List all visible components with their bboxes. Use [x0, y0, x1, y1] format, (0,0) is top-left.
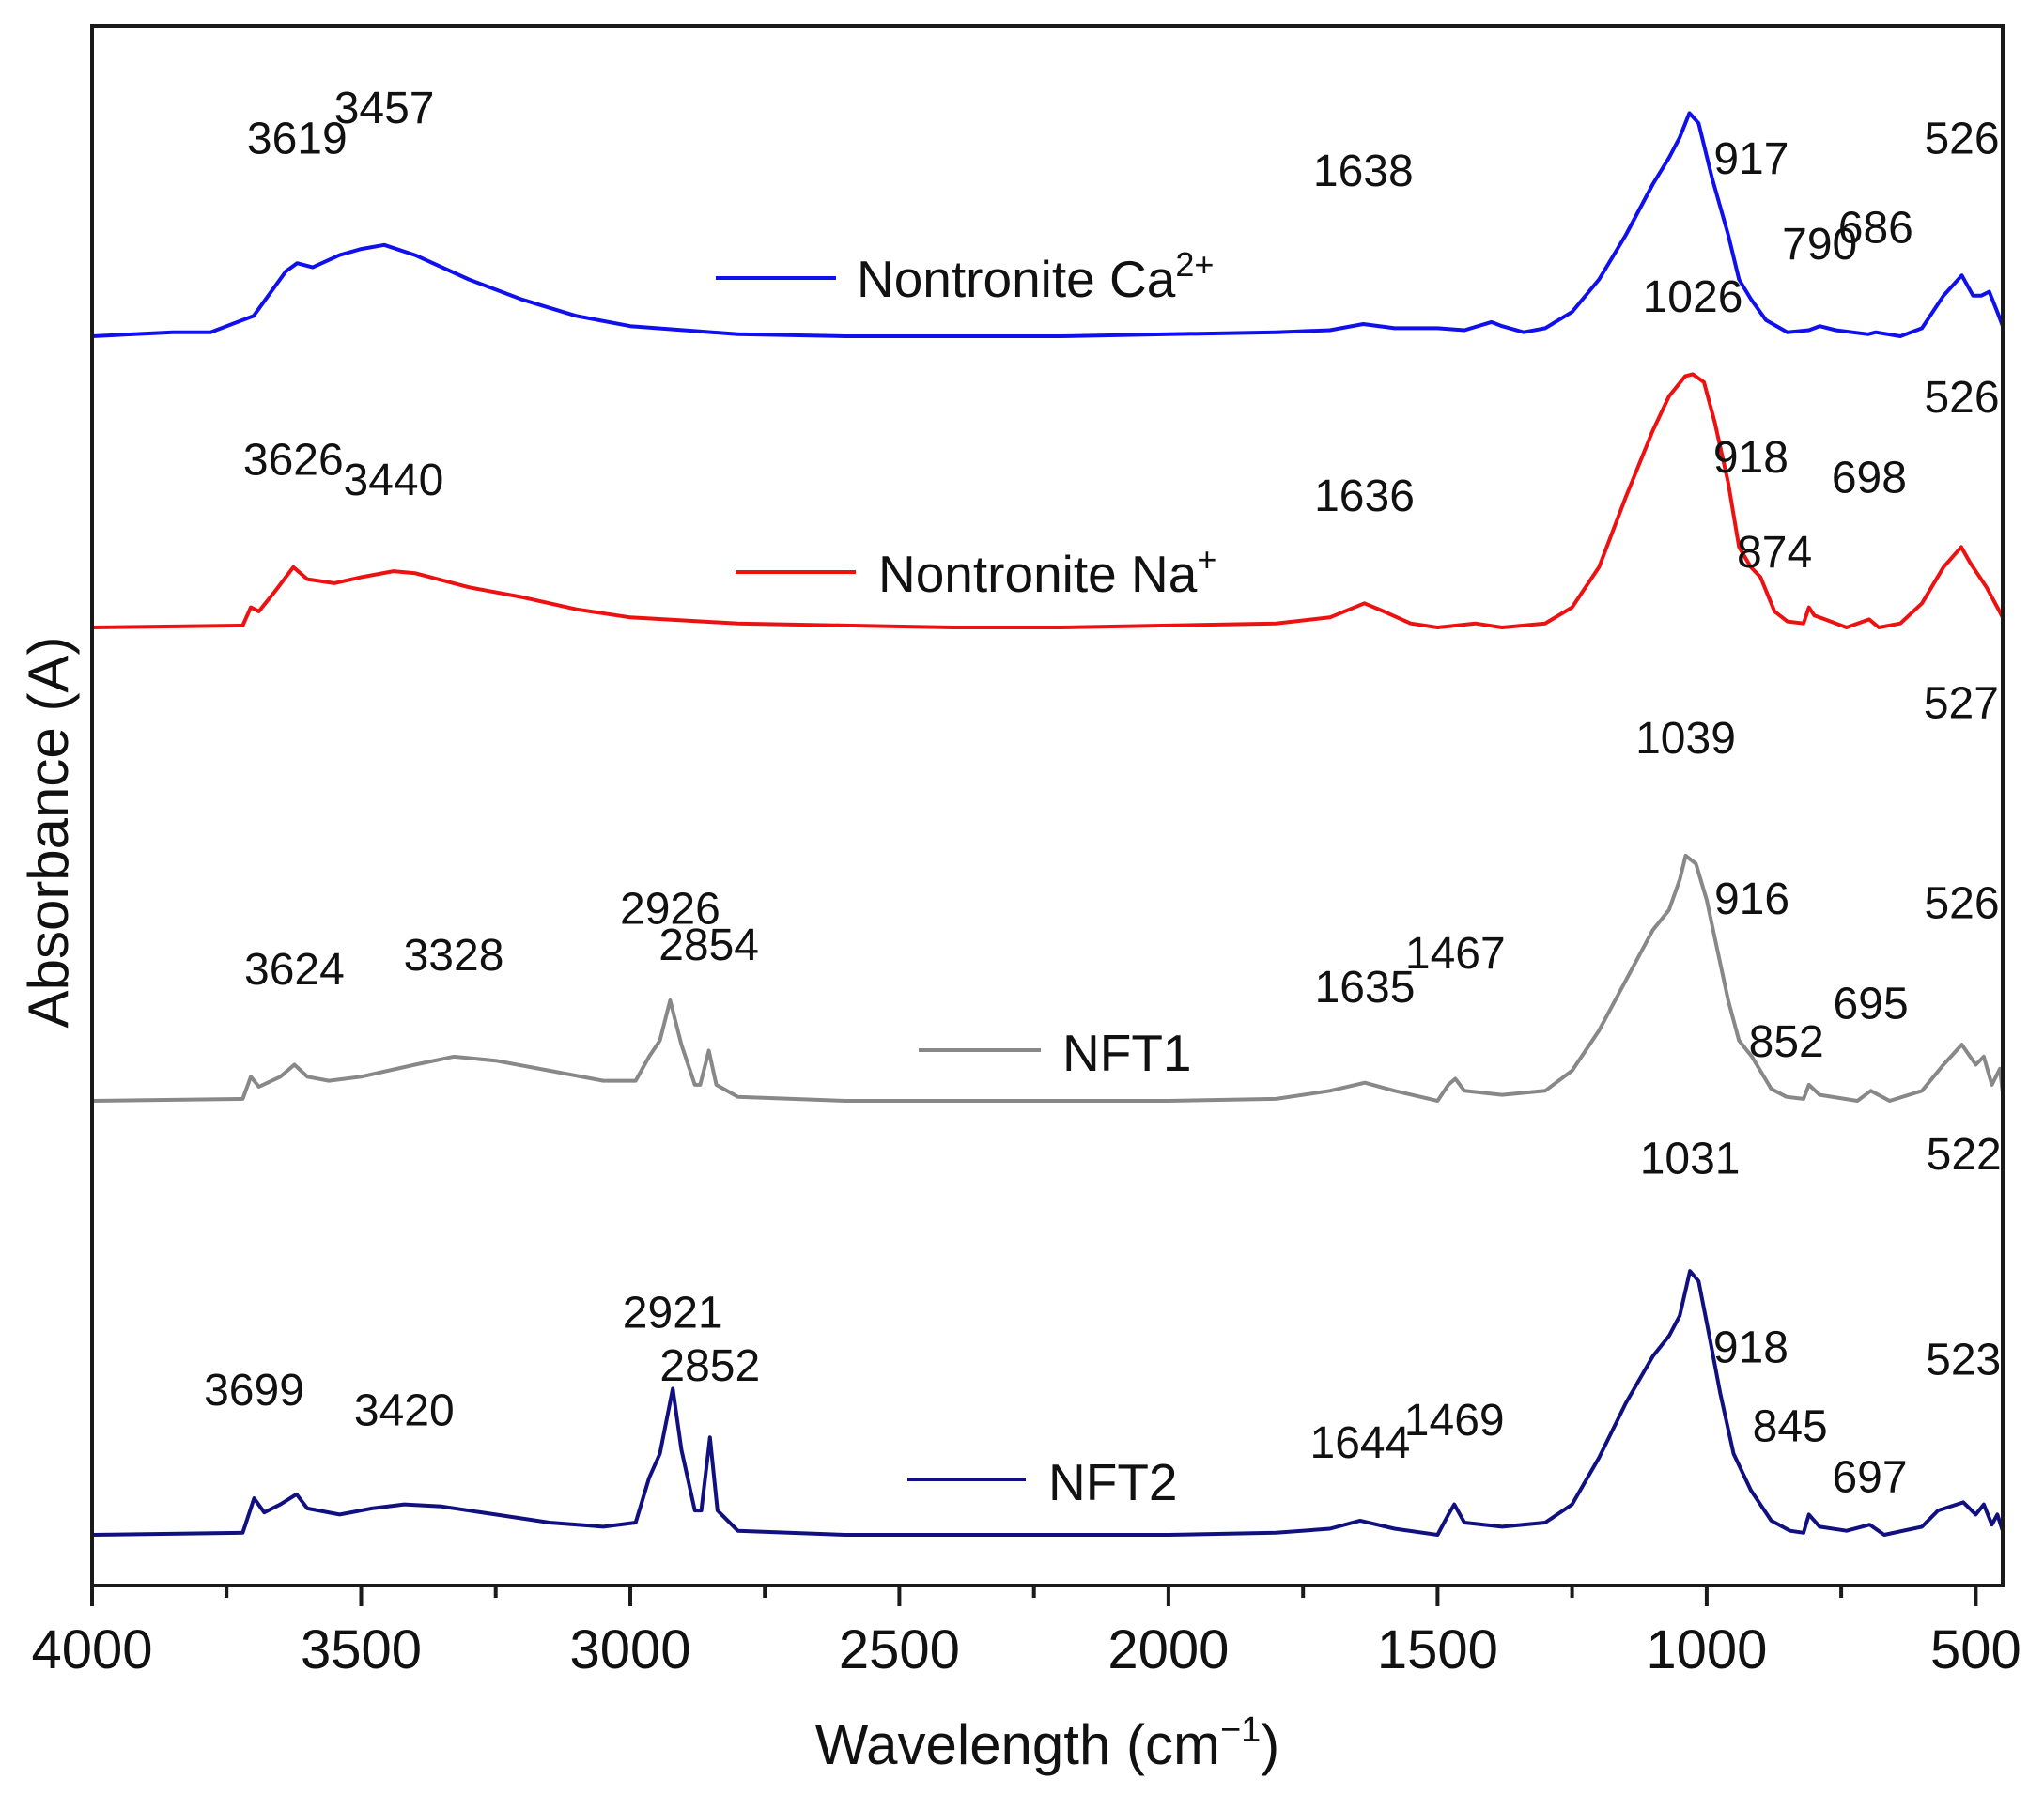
- peak-label-917: 917: [1713, 134, 1788, 184]
- peak-label-1638: 1638: [1313, 147, 1414, 196]
- peak-label-852: 852: [1749, 1017, 1824, 1067]
- x-axis-title-exponent: −1: [1220, 1710, 1261, 1750]
- peak-label-845: 845: [1753, 1402, 1828, 1452]
- legend-label-main: Nontronite Ca: [857, 250, 1176, 308]
- series-line-nontronite-na-na: [91, 372, 2005, 629]
- x-tick-label-1000: 1000: [1646, 1619, 1767, 1680]
- peak-label-522: 522: [1927, 1130, 2002, 1180]
- x-tick-label-2000: 2000: [1107, 1619, 1229, 1680]
- peak-label-1467: 1467: [1405, 929, 1506, 979]
- legend-label-main: NFT2: [1048, 1453, 1178, 1511]
- peak-label-874: 874: [1737, 528, 1812, 578]
- x-tick-label-1500: 1500: [1377, 1619, 1498, 1680]
- peak-label-3624: 3624: [244, 945, 345, 995]
- peak-label-1039: 1039: [1635, 714, 1736, 764]
- legend-label-main: NFT1: [1062, 1024, 1192, 1082]
- peak-label-1026: 1026: [1643, 272, 1743, 322]
- series-line-nft2: [91, 1269, 2005, 1537]
- peak-label-1636: 1636: [1314, 472, 1415, 521]
- legend-label-superscript: 2+: [1175, 245, 1214, 284]
- peak-label-1635: 1635: [1315, 963, 1416, 1013]
- peak-label-3626: 3626: [243, 435, 344, 485]
- peak-label-686: 686: [1838, 204, 1913, 254]
- peak-label-3328: 3328: [404, 931, 504, 981]
- series-layer: [91, 111, 2005, 1537]
- peak-label-1031: 1031: [1640, 1135, 1741, 1184]
- legend-label-superscript: +: [1197, 540, 1216, 579]
- annotation-layer: 3619345716381032917790686526102636263440…: [204, 84, 2002, 1503]
- legend-label-main: Nontronite Na: [878, 545, 1198, 603]
- peak-label-526: 526: [1924, 878, 1999, 928]
- peak-label-3420: 3420: [354, 1385, 455, 1435]
- legend-label-0: Nontronite Ca2+: [857, 245, 1214, 308]
- peak-label-2852: 2852: [659, 1341, 760, 1391]
- y-axis-title: Absorbance (A): [17, 637, 80, 1029]
- series-line-nft1: [91, 853, 2005, 1103]
- axis-layer: 4000 3500 3000 2500 2000 1500 1000 500: [31, 1586, 2021, 1680]
- legend-label-1: Nontronite Na+: [878, 540, 1216, 603]
- peak-label-918: 918: [1713, 1323, 1788, 1372]
- x-tick-label-2500: 2500: [839, 1619, 960, 1680]
- peak-label-916: 916: [1714, 874, 1789, 924]
- peak-label-695: 695: [1834, 979, 1909, 1029]
- peak-label-3619: 3619: [247, 115, 348, 164]
- x-axis-title-close: ): [1261, 1713, 1279, 1776]
- x-tick-label-4000: 4000: [31, 1619, 152, 1680]
- peak-label-1469: 1469: [1404, 1396, 1505, 1446]
- x-axis-title: Wavelength (cm−1): [815, 1710, 1280, 1776]
- peak-label-523: 523: [1926, 1335, 2001, 1385]
- peak-label-2921: 2921: [623, 1289, 723, 1339]
- x-tick-label-3500: 3500: [301, 1619, 422, 1680]
- legend-layer: Nontronite Ca2+ Nontronite Na+ NFT1 NFT2: [716, 245, 1216, 1511]
- x-tick-label-3000: 3000: [569, 1619, 690, 1680]
- peak-label-526: 526: [1924, 115, 1999, 164]
- peak-label-2926: 2926: [620, 885, 720, 935]
- series-line-nontronite-ca-ca: [91, 111, 2005, 338]
- peak-label-526: 526: [1924, 373, 1999, 423]
- peak-label-3440: 3440: [344, 456, 444, 505]
- peak-label-918: 918: [1713, 433, 1788, 483]
- x-tick-label-500: 500: [1930, 1619, 2021, 1680]
- peak-label-3699: 3699: [204, 1366, 304, 1416]
- legend-label-3: NFT2: [1048, 1453, 1178, 1511]
- peak-label-790: 790: [1782, 220, 1857, 270]
- peak-label-697: 697: [1832, 1453, 1907, 1503]
- peak-label-527: 527: [1924, 678, 1999, 728]
- peak-label-2854: 2854: [658, 921, 759, 970]
- plot-frame: [90, 24, 2005, 1587]
- peak-label-698: 698: [1832, 454, 1907, 503]
- peak-label-3457: 3457: [334, 84, 435, 133]
- peak-label-1644: 1644: [1310, 1418, 1411, 1468]
- x-axis-title-main: Wavelength (cm: [815, 1713, 1220, 1776]
- legend-label-2: NFT1: [1062, 1024, 1192, 1082]
